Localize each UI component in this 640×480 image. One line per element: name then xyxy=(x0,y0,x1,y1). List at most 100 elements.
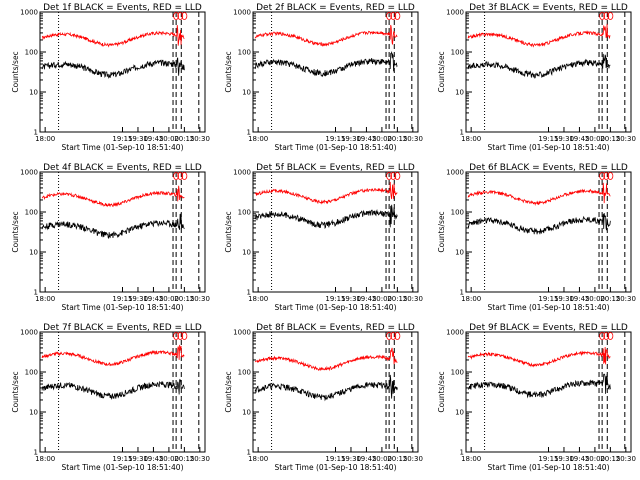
y-tick-label: 1000 xyxy=(233,329,251,337)
y-tick-label: 100 xyxy=(451,369,464,377)
lld-peak-loop xyxy=(390,12,397,20)
x-tick-label: 19:30 xyxy=(128,455,148,463)
detector-panel: Det 7f BLACK = Events, RED = LLD 1 10 100 10… xyxy=(11,323,210,472)
x-tick-label: 19:30 xyxy=(128,135,148,143)
x-tick-label: 20:15 xyxy=(600,455,620,463)
x-tick-label: 18:00 xyxy=(35,135,55,143)
x-tick-label: 19:15 xyxy=(325,455,345,463)
x-tick-label: 19:30 xyxy=(554,295,574,303)
lld-peak-loop xyxy=(607,12,614,20)
x-tick-label: 19:45 xyxy=(143,455,163,463)
y-axis-label: Counts/sec xyxy=(224,211,233,252)
lld-series-line xyxy=(467,182,611,206)
y-tick-label: 10 xyxy=(29,409,38,417)
x-tick-label: 19:15 xyxy=(325,135,345,143)
y-tick-label: 10 xyxy=(455,409,464,417)
x-tick-label: 19:45 xyxy=(569,455,589,463)
x-tick-label: 19:15 xyxy=(538,455,558,463)
y-tick-label: 100 xyxy=(238,49,251,57)
y-tick-label: 1000 xyxy=(233,9,251,17)
panel-title: Det 3f BLACK = Events, RED = LLD xyxy=(469,3,628,13)
y-tick-label: 100 xyxy=(238,209,251,217)
x-tick-label: 20:00 xyxy=(159,295,179,303)
events-series-line xyxy=(467,373,611,399)
lld-peak-loop xyxy=(181,332,188,340)
lld-peak-loop xyxy=(394,172,401,180)
y-axis-label: Counts/sec xyxy=(437,51,446,92)
detector-panel: Det 5f BLACK = Events, RED = LLD 1 10 100 10… xyxy=(224,163,423,312)
x-tick-label: 20:00 xyxy=(585,455,605,463)
x-tick-label: 19:15 xyxy=(325,295,345,303)
y-axis-label: Counts/sec xyxy=(11,211,20,252)
y-tick-label: 1000 xyxy=(20,9,38,17)
x-tick-label: 20:30 xyxy=(403,135,423,143)
x-axis-label: Start Time (01-Sep-10 18:51:40) xyxy=(62,463,184,472)
x-axis-label: Start Time (01-Sep-10 18:51:40) xyxy=(275,463,397,472)
lld-peak-loop xyxy=(603,12,610,20)
x-tick-label: 20:30 xyxy=(616,295,636,303)
x-tick-label: 20:30 xyxy=(190,295,210,303)
lld-peak-loop xyxy=(386,172,393,180)
y-tick-label: 1000 xyxy=(233,169,251,177)
x-tick-label: 19:30 xyxy=(554,135,574,143)
detector-panel: Det 1f BLACK = Events, RED = LLD 1 10 100 10… xyxy=(11,3,210,152)
events-series-line xyxy=(254,204,398,229)
lld-peak-loop xyxy=(599,12,606,20)
x-tick-label: 19:45 xyxy=(143,295,163,303)
panel-title: Det 9f BLACK = Events, RED = LLD xyxy=(469,323,628,333)
y-axis-label: Counts/sec xyxy=(224,371,233,412)
y-tick-label: 1 xyxy=(34,289,38,297)
x-tick-label: 20:30 xyxy=(616,455,636,463)
x-tick-label: 18:00 xyxy=(461,455,481,463)
lld-peak-loop xyxy=(177,332,184,340)
x-tick-label: 20:15 xyxy=(387,135,407,143)
lld-series-line xyxy=(41,25,185,48)
x-tick-label: 19:15 xyxy=(112,455,132,463)
y-tick-label: 10 xyxy=(242,249,251,257)
lld-peak-loop xyxy=(390,172,397,180)
y-tick-label: 100 xyxy=(238,369,251,377)
lld-series-line xyxy=(254,347,398,372)
x-tick-label: 20:15 xyxy=(600,135,620,143)
events-series-line xyxy=(467,53,611,79)
lld-peak-loop xyxy=(173,12,180,20)
panel-title: Det 1f BLACK = Events, RED = LLD xyxy=(43,3,202,13)
y-tick-label: 1 xyxy=(460,289,464,297)
panel-title: Det 2f BLACK = Events, RED = LLD xyxy=(256,3,415,13)
x-tick-label: 19:15 xyxy=(538,295,558,303)
lld-peak-loop xyxy=(177,12,184,20)
lld-peak-loop xyxy=(603,332,610,340)
events-series-line xyxy=(467,213,611,235)
x-tick-label: 18:00 xyxy=(248,455,268,463)
x-tick-label: 18:00 xyxy=(35,455,55,463)
detector-panel: Det 3f BLACK = Events, RED = LLD 1 10 100 10… xyxy=(437,3,636,152)
y-tick-label: 1 xyxy=(34,129,38,137)
x-axis-label: Start Time (01-Sep-10 18:51:40) xyxy=(275,143,397,152)
x-tick-label: 20:00 xyxy=(372,135,392,143)
x-tick-label: 19:30 xyxy=(341,295,361,303)
events-series-line xyxy=(254,374,398,402)
y-tick-label: 1 xyxy=(460,449,464,457)
y-tick-label: 1 xyxy=(34,449,38,457)
x-tick-label: 19:30 xyxy=(341,135,361,143)
y-axis-label: Counts/sec xyxy=(437,371,446,412)
events-series-line xyxy=(41,378,185,400)
x-tick-label: 19:45 xyxy=(143,135,163,143)
y-tick-label: 100 xyxy=(451,49,464,57)
lld-series-line xyxy=(467,23,611,48)
y-tick-label: 1000 xyxy=(446,9,464,17)
y-tick-label: 1000 xyxy=(446,169,464,177)
y-tick-label: 100 xyxy=(451,209,464,217)
lld-peak-loop xyxy=(173,172,180,180)
events-series-line xyxy=(41,57,185,79)
x-tick-label: 19:15 xyxy=(112,295,132,303)
x-tick-label: 19:45 xyxy=(356,455,376,463)
lld-peak-loop xyxy=(607,332,614,340)
x-tick-label: 20:30 xyxy=(190,135,210,143)
x-axis-label: Start Time (01-Sep-10 18:51:40) xyxy=(488,463,610,472)
lld-peak-loop xyxy=(181,12,188,20)
x-tick-label: 18:00 xyxy=(248,135,268,143)
x-tick-label: 20:00 xyxy=(585,135,605,143)
x-tick-label: 18:00 xyxy=(461,295,481,303)
y-tick-label: 100 xyxy=(25,369,38,377)
